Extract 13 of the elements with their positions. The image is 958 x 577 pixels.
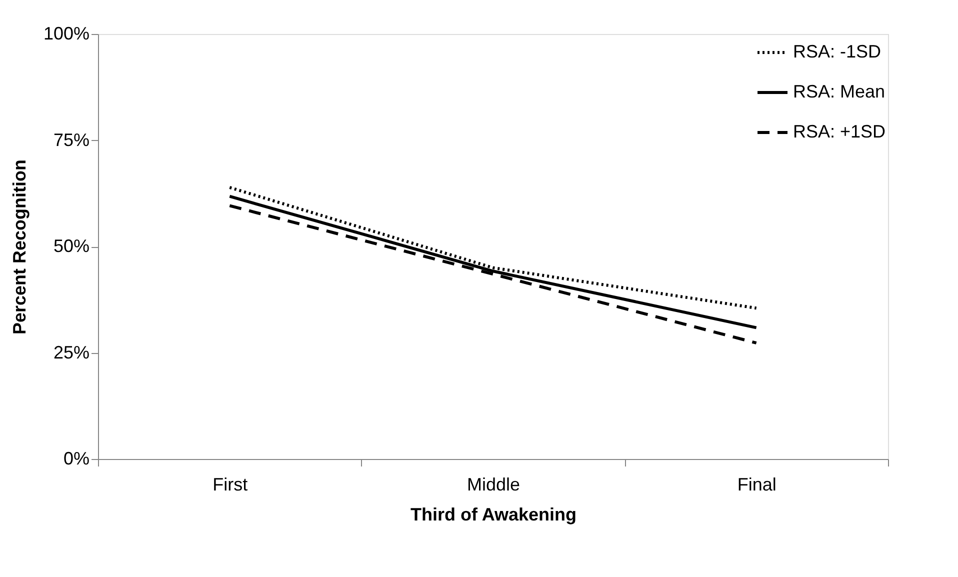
y-tick-label: 0%: [63, 448, 90, 468]
x-tick-label: First: [212, 474, 248, 494]
x-tick-label: Middle: [466, 474, 520, 494]
legend-label: RSA: Mean: [793, 82, 886, 102]
y-tick-label: 100%: [43, 24, 90, 44]
y-tick-label: 25%: [53, 342, 90, 362]
legend-label: RSA: +1SD: [793, 122, 886, 142]
x-axis-title: Third of Awakening: [410, 504, 577, 524]
y-tick-label: 75%: [53, 130, 90, 150]
legend-label: RSA: -1SD: [793, 42, 882, 62]
y-axis-title: Percent Recognition: [9, 159, 30, 335]
x-tick-label: Final: [737, 474, 776, 494]
y-tick-label: 50%: [53, 236, 90, 256]
